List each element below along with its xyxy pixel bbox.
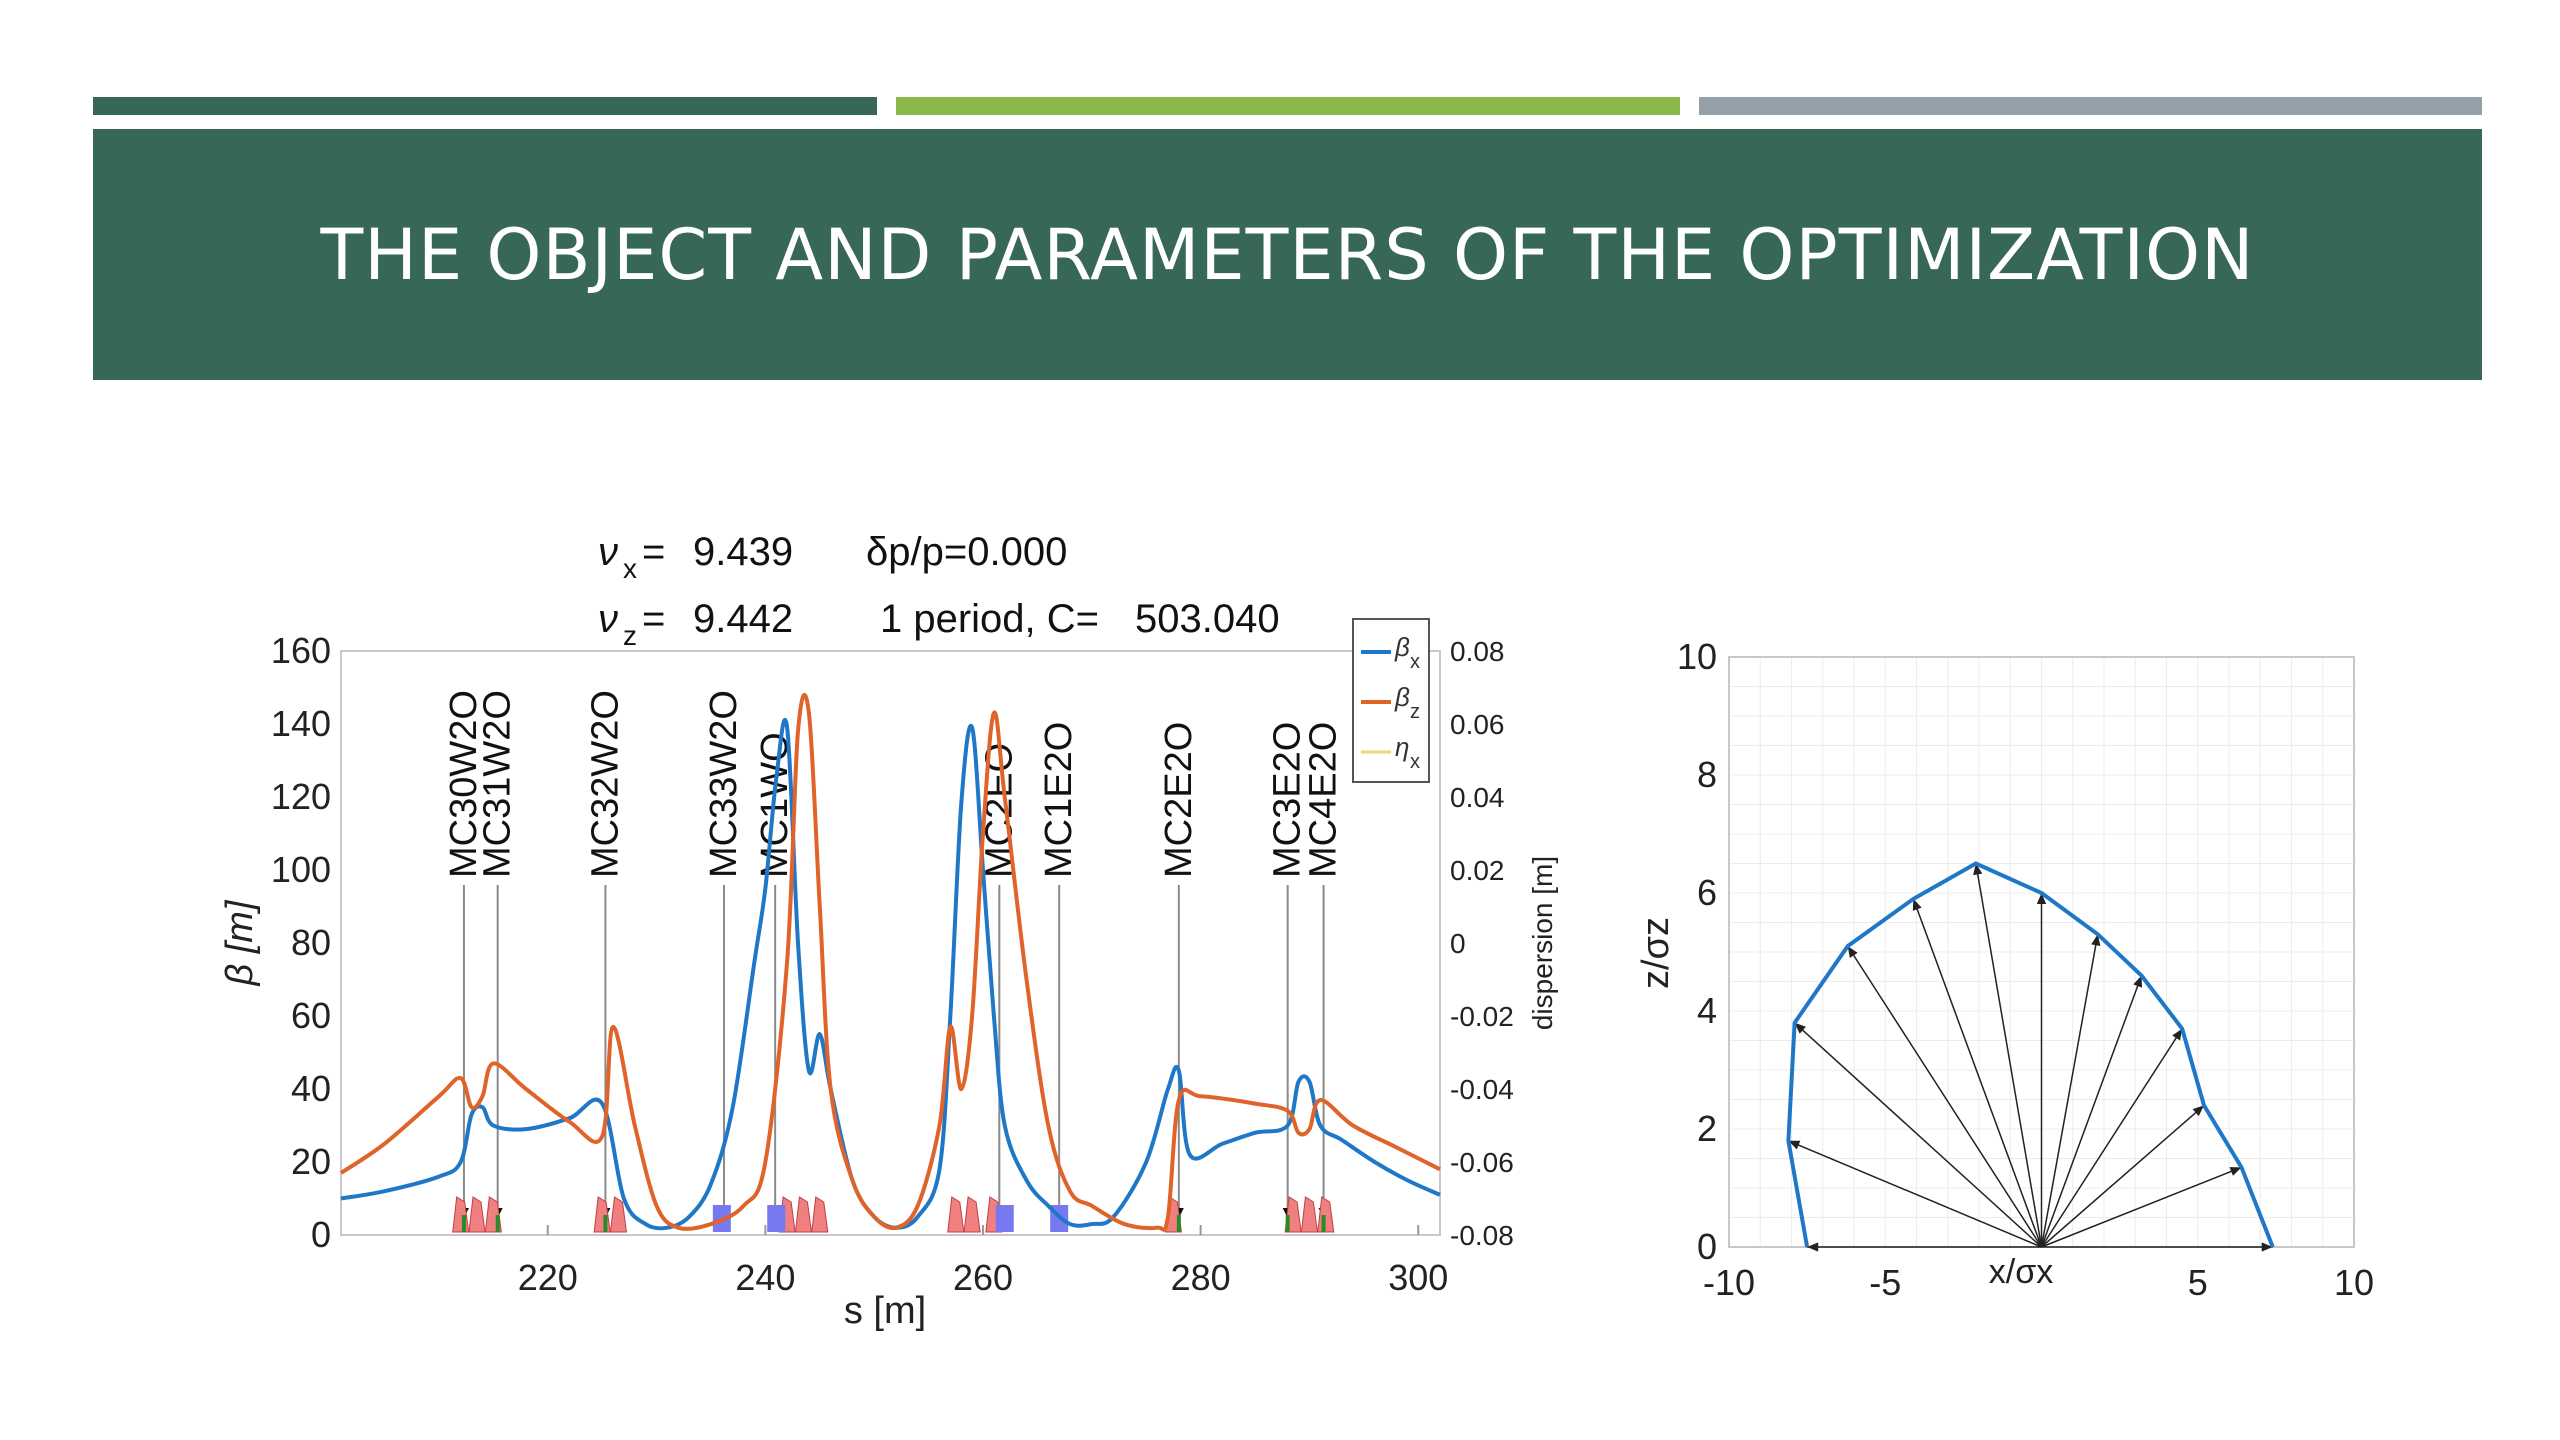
nuz-equals: = bbox=[642, 597, 665, 641]
y2-axis-label: dispersion [m] bbox=[1527, 856, 1558, 1030]
y-axis-label: β [m] bbox=[219, 899, 261, 986]
quadrupole-glyph bbox=[947, 1196, 965, 1233]
axis-ticks: 220 240 260 280 300 0 20 40 60 80 100 120 140 160 -0.0… bbox=[271, 630, 1514, 1298]
nuz-value: 9.442 bbox=[693, 597, 793, 641]
quadrupole-glyph bbox=[468, 1196, 486, 1233]
chart-header: ν x = 9.439 δp/p=0.000 ν z = 9.442 1 per… bbox=[598, 530, 1280, 651]
lattice-elements bbox=[452, 1196, 1335, 1233]
decorative-stripe-green bbox=[896, 97, 1680, 115]
quadrupole-glyph bbox=[609, 1196, 628, 1233]
y-tick-label: 60 bbox=[291, 995, 331, 1036]
legend-sub-betax: x bbox=[1410, 651, 1420, 673]
legend-sub-betaz: z bbox=[1410, 701, 1420, 723]
quadrupole-glyph bbox=[1300, 1196, 1319, 1233]
momentum-deviation: δp/p=0.000 bbox=[866, 530, 1067, 574]
y-tick-label: 20 bbox=[291, 1141, 331, 1182]
dipole-glyph bbox=[995, 1205, 1014, 1232]
y-tick-label: 140 bbox=[271, 703, 331, 744]
beta-z-line bbox=[339, 693, 1441, 1232]
y2-tick-label: -0.02 bbox=[1450, 1001, 1514, 1032]
x-tick-label: 300 bbox=[1388, 1257, 1448, 1298]
circumference-value: 503.040 bbox=[1135, 597, 1280, 641]
title-banner: THE OBJECT AND PARAMETERS OF THE OPTIMIZ… bbox=[93, 129, 2482, 380]
x-axis-label: s [m] bbox=[844, 1290, 926, 1332]
x-tick-label: 280 bbox=[1171, 1257, 1231, 1298]
marker-label: MC33W2O bbox=[703, 690, 745, 878]
sextupole-glyph bbox=[461, 1215, 466, 1232]
sextupole-glyph bbox=[1176, 1215, 1181, 1232]
y2-tick-label: -0.08 bbox=[1450, 1220, 1514, 1251]
y2-tick-label: -0.04 bbox=[1450, 1074, 1514, 1105]
y-tick-label: 0 bbox=[311, 1214, 331, 1255]
nux-symbol: ν bbox=[598, 530, 618, 574]
series-group bbox=[339, 693, 1441, 1232]
marker-label: MC31W2O bbox=[477, 690, 519, 878]
marker-label: MC3E2O bbox=[1267, 722, 1309, 878]
nuz-subscript: z bbox=[623, 620, 637, 651]
slide-title: THE OBJECT AND PARAMETERS OF THE OPTIMIZ… bbox=[320, 213, 2255, 296]
sextupole-glyph bbox=[1285, 1215, 1290, 1232]
nux-equals: = bbox=[642, 530, 665, 574]
nuz-symbol: ν bbox=[598, 597, 618, 641]
dipole-glyph bbox=[767, 1205, 786, 1232]
x-tick-label: 240 bbox=[735, 1257, 795, 1298]
x-tick-label: 260 bbox=[953, 1257, 1013, 1298]
marker-label: MC4E2O bbox=[1303, 722, 1345, 878]
y2-tick-label: 0.08 bbox=[1450, 636, 1505, 667]
nux-subscript: x bbox=[623, 553, 637, 584]
y-tick-label: 160 bbox=[271, 630, 331, 671]
quadrupole-glyph bbox=[593, 1196, 611, 1233]
legend-label-betaz: β bbox=[1394, 682, 1410, 712]
decorative-stripe-dark bbox=[93, 97, 877, 115]
marker-label: MC30W2O bbox=[443, 690, 485, 878]
decorative-stripe-gray bbox=[1699, 97, 2482, 115]
x-tick-label: 220 bbox=[518, 1257, 578, 1298]
legend: β x β z η x bbox=[1352, 618, 1430, 783]
marker-label: MC2E2O bbox=[1158, 722, 1200, 878]
sextupole-glyph bbox=[495, 1215, 500, 1232]
marker-label: MC1E2O bbox=[1038, 722, 1080, 878]
legend-label-betax: β bbox=[1394, 632, 1410, 662]
y-tick-label: 40 bbox=[291, 1068, 331, 1109]
y-tick-label: 100 bbox=[271, 849, 331, 890]
quadrupole-glyph bbox=[794, 1196, 813, 1233]
quadrupole-glyph bbox=[1317, 1196, 1335, 1233]
y2-tick-label: 0.04 bbox=[1450, 782, 1505, 813]
quadrupole-glyph bbox=[452, 1196, 470, 1233]
y-tick-label: 80 bbox=[291, 922, 331, 963]
y-tick-label: 120 bbox=[271, 776, 331, 817]
y2-tick-label: 0.02 bbox=[1450, 855, 1505, 886]
period-label: 1 period, C= bbox=[880, 597, 1099, 641]
marker-label: MC32W2O bbox=[584, 690, 626, 878]
y2-tick-label: 0.06 bbox=[1450, 709, 1505, 740]
plot-frame bbox=[340, 650, 1441, 1236]
nux-value: 9.439 bbox=[693, 530, 793, 574]
beta-x-line bbox=[340, 717, 1441, 1231]
legend-sub-etax: x bbox=[1410, 751, 1420, 773]
y2-tick-label: -0.06 bbox=[1450, 1147, 1514, 1178]
legend-label-etax: η bbox=[1395, 732, 1409, 762]
quadrupole-glyph bbox=[963, 1196, 981, 1233]
quadrupole-glyph bbox=[811, 1196, 829, 1233]
y2-tick-label: 0 bbox=[1450, 928, 1466, 959]
sextupole-glyph bbox=[1321, 1215, 1326, 1232]
sextupole-glyph bbox=[603, 1215, 608, 1232]
